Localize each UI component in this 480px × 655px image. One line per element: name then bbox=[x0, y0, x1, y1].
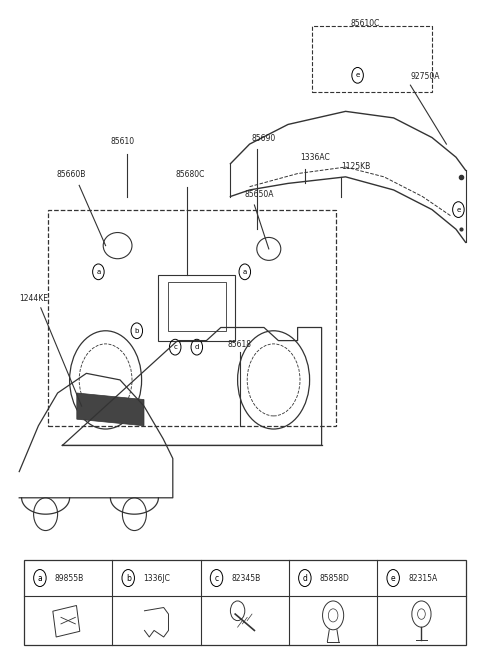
Text: a: a bbox=[243, 269, 247, 275]
Text: c: c bbox=[173, 344, 177, 350]
Text: c: c bbox=[215, 574, 218, 582]
Text: e: e bbox=[391, 574, 396, 582]
Text: 85690: 85690 bbox=[252, 134, 276, 143]
Bar bbox=[24, 560, 466, 645]
Text: 85660B: 85660B bbox=[57, 170, 86, 179]
Text: 82345B: 82345B bbox=[231, 574, 261, 582]
Text: a: a bbox=[37, 574, 42, 582]
Text: d: d bbox=[302, 574, 307, 582]
Bar bbox=[158, 275, 235, 341]
Text: 85650A: 85650A bbox=[245, 189, 274, 198]
Text: 85680C: 85680C bbox=[175, 170, 204, 179]
Text: 85610: 85610 bbox=[110, 137, 134, 146]
Text: b: b bbox=[134, 328, 139, 334]
Text: 85858D: 85858D bbox=[320, 574, 350, 582]
Text: d: d bbox=[194, 344, 199, 350]
Text: 1125KB: 1125KB bbox=[341, 162, 370, 171]
Bar bbox=[53, 605, 80, 637]
Text: b: b bbox=[126, 574, 131, 582]
Text: e: e bbox=[356, 72, 360, 79]
Polygon shape bbox=[77, 393, 144, 426]
Text: 85610C: 85610C bbox=[350, 19, 380, 28]
Text: 1336AC: 1336AC bbox=[300, 153, 330, 162]
Text: 1336JC: 1336JC bbox=[143, 574, 170, 582]
Bar bbox=[168, 282, 226, 331]
Text: 89855B: 89855B bbox=[55, 574, 84, 582]
Text: 82315A: 82315A bbox=[408, 574, 437, 582]
Text: 85618: 85618 bbox=[228, 340, 252, 349]
Text: 92750A: 92750A bbox=[410, 71, 440, 81]
Text: 1244KE: 1244KE bbox=[19, 294, 48, 303]
Text: a: a bbox=[96, 269, 100, 275]
Text: e: e bbox=[456, 206, 460, 213]
